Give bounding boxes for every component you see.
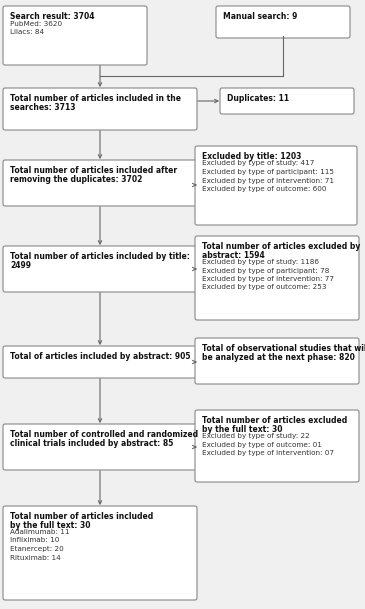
FancyBboxPatch shape <box>3 160 197 206</box>
Text: Rituximab: 14: Rituximab: 14 <box>10 555 61 560</box>
Text: Manual search: 9: Manual search: 9 <box>223 12 297 21</box>
FancyBboxPatch shape <box>220 88 354 114</box>
Text: Total number of articles excluded by: Total number of articles excluded by <box>202 242 360 251</box>
Text: clinical trials included by abstract: 85: clinical trials included by abstract: 85 <box>10 438 173 448</box>
FancyBboxPatch shape <box>3 424 197 470</box>
Text: Total number of articles included: Total number of articles included <box>10 512 153 521</box>
Text: Excluded by type of intervention: 71: Excluded by type of intervention: 71 <box>202 177 334 183</box>
FancyBboxPatch shape <box>3 88 197 130</box>
FancyBboxPatch shape <box>3 346 197 378</box>
Text: Excluded by type of study: 1186: Excluded by type of study: 1186 <box>202 259 319 265</box>
Text: Excluded by title: 1203: Excluded by title: 1203 <box>202 152 301 161</box>
Text: removing the duplicates: 3702: removing the duplicates: 3702 <box>10 175 142 183</box>
Text: Excluded by type of outcome: 600: Excluded by type of outcome: 600 <box>202 186 327 192</box>
FancyBboxPatch shape <box>195 338 359 384</box>
Text: Total number of articles included in the: Total number of articles included in the <box>10 94 181 103</box>
Text: Total number of articles included after: Total number of articles included after <box>10 166 177 175</box>
Text: Excluded by type of intervention: 07: Excluded by type of intervention: 07 <box>202 450 334 456</box>
FancyBboxPatch shape <box>3 506 197 600</box>
Text: Duplicates: 11: Duplicates: 11 <box>227 94 289 103</box>
Text: Infliximab: 10: Infliximab: 10 <box>10 538 59 543</box>
Text: Excluded by type of participant: 115: Excluded by type of participant: 115 <box>202 169 334 175</box>
FancyBboxPatch shape <box>216 6 350 38</box>
Text: Total of articles included by abstract: 905: Total of articles included by abstract: … <box>10 352 191 361</box>
Text: abstract: 1594: abstract: 1594 <box>202 250 265 259</box>
Text: Total number of articles excluded: Total number of articles excluded <box>202 416 347 425</box>
FancyBboxPatch shape <box>3 246 197 292</box>
Text: Etanercept: 20: Etanercept: 20 <box>10 546 64 552</box>
Text: Lilacs: 84: Lilacs: 84 <box>10 29 44 35</box>
Text: Total number of articles included by title:: Total number of articles included by tit… <box>10 252 190 261</box>
FancyBboxPatch shape <box>195 236 359 320</box>
Text: Excluded by type of outcome: 253: Excluded by type of outcome: 253 <box>202 284 327 290</box>
Text: Excluded by type of outcome: 01: Excluded by type of outcome: 01 <box>202 442 322 448</box>
Text: Excluded by type of participant: 78: Excluded by type of participant: 78 <box>202 267 329 273</box>
Text: PubMed: 3620: PubMed: 3620 <box>10 21 62 27</box>
Text: by the full text: 30: by the full text: 30 <box>10 521 91 529</box>
Text: Adalimumab: 11: Adalimumab: 11 <box>10 529 69 535</box>
Text: Total of observational studies that will: Total of observational studies that will <box>202 344 365 353</box>
Text: searches: 3713: searches: 3713 <box>10 102 76 111</box>
Text: 2499: 2499 <box>10 261 31 270</box>
Text: Excluded by type of study: 417: Excluded by type of study: 417 <box>202 161 314 166</box>
Text: Excluded by type of study: 22: Excluded by type of study: 22 <box>202 433 310 439</box>
Text: Excluded by type of intervention: 77: Excluded by type of intervention: 77 <box>202 276 334 282</box>
FancyBboxPatch shape <box>195 146 357 225</box>
Text: Total number of controlled and randomized: Total number of controlled and randomize… <box>10 430 198 439</box>
Text: by the full text: 30: by the full text: 30 <box>202 424 283 434</box>
FancyBboxPatch shape <box>3 6 147 65</box>
FancyBboxPatch shape <box>195 410 359 482</box>
Text: Search result: 3704: Search result: 3704 <box>10 12 95 21</box>
Text: be analyzed at the next phase: 820: be analyzed at the next phase: 820 <box>202 353 355 362</box>
